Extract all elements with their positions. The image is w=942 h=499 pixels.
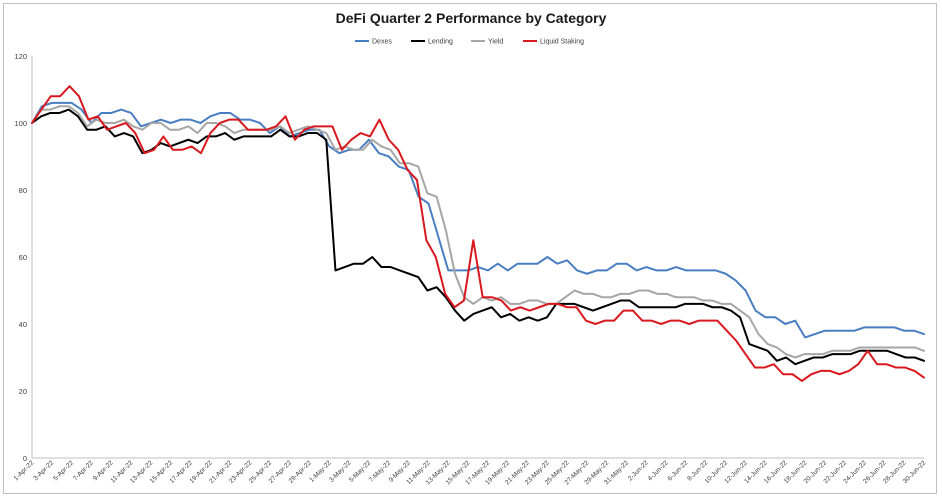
y-tick-label: 0	[23, 454, 27, 463]
y-tick-label: 40	[19, 320, 27, 329]
y-axis: 0 20 40 60 80 100 120	[14, 52, 33, 463]
y-tick-label: 120	[14, 52, 27, 61]
series-line-3	[31, 85, 925, 382]
x-tick-label: 6-Jun-22	[666, 459, 689, 482]
y-tick-label: 100	[14, 119, 27, 128]
y-tick-label: 20	[19, 387, 27, 396]
chart-title: DeFi Quarter 2 Performance by Category	[336, 10, 607, 26]
x-axis: 1-Apr-223-Apr-225-Apr-227-Apr-229-Apr-22…	[13, 457, 928, 486]
series-layer	[31, 85, 925, 382]
legend-label: Dexes	[372, 39, 392, 46]
legend: Dexes Lending Yield Liquid Staking	[355, 39, 584, 46]
series-line-2	[31, 105, 925, 359]
x-tick-label: 5-Apr-22	[52, 459, 75, 482]
y-tick-label: 80	[19, 186, 27, 195]
legend-label: Yield	[488, 39, 503, 46]
x-tick-label: 7-Apr-22	[72, 459, 95, 482]
y-tick-label: 60	[19, 253, 27, 262]
x-tick-label: 4-Jun-22	[647, 459, 670, 482]
legend-label: Liquid Staking	[540, 39, 584, 46]
chart-frame	[3, 3, 937, 494]
series-line-1	[31, 108, 925, 366]
x-tick-label: 3-Apr-22	[32, 459, 55, 482]
legend-label: Lending	[428, 39, 453, 46]
